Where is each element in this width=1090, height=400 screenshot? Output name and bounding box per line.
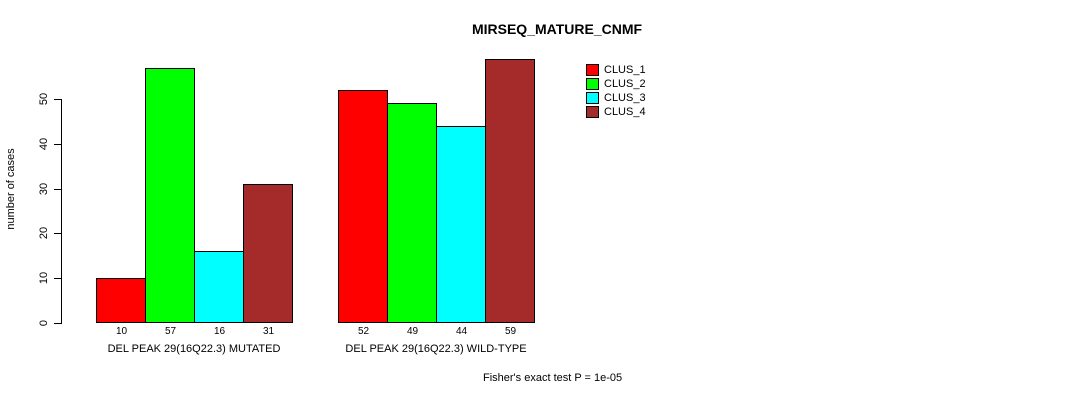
bar-clus_4-group1 — [243, 184, 293, 323]
bar-value-label: 31 — [262, 326, 275, 337]
legend-label: CLUS_1 — [604, 64, 646, 76]
bar-value-label: 49 — [406, 326, 419, 337]
y-axis-tick — [54, 99, 61, 100]
y-axis-tick-label: 50 — [38, 92, 50, 106]
bar-value-label: 44 — [455, 326, 468, 337]
y-axis-label: number of cases — [5, 148, 17, 230]
y-axis-tick — [54, 323, 61, 324]
bar-clus_1-group2 — [338, 90, 388, 323]
legend-label: CLUS_3 — [604, 92, 646, 104]
legend-label: CLUS_2 — [604, 78, 646, 90]
chart-title: MIRSEQ_MATURE_CNMF — [471, 21, 643, 37]
bar-clus_3-group1 — [194, 251, 244, 323]
legend-label: CLUS_4 — [604, 106, 646, 118]
legend-item-clus_1: CLUS_1 — [586, 63, 646, 77]
bar-clus_3-group2 — [436, 126, 486, 323]
bar-clus_2-group2 — [387, 103, 437, 323]
legend-swatch-clus_1 — [586, 64, 599, 76]
bar-value-label: 57 — [164, 326, 177, 337]
y-axis-tick — [54, 278, 61, 279]
legend-item-clus_3: CLUS_3 — [586, 91, 646, 105]
legend: CLUS_1 CLUS_2 CLUS_3 CLUS_4 — [586, 63, 646, 119]
y-axis-line — [61, 99, 62, 324]
y-axis-tick — [54, 189, 61, 190]
legend-item-clus_4: CLUS_4 — [586, 105, 646, 119]
y-axis-tick-label: 30 — [38, 182, 50, 196]
y-axis-tick-label: 40 — [38, 137, 50, 151]
bar-value-label: 10 — [115, 326, 128, 337]
legend-swatch-clus_3 — [586, 92, 599, 104]
bar-value-label: 59 — [504, 326, 517, 337]
bar-value-label: 16 — [213, 326, 226, 337]
annotation-text: Fisher's exact test P = 1e-05 — [483, 372, 623, 384]
bar-value-label: 52 — [357, 326, 370, 337]
bar-clus_4-group2 — [485, 59, 535, 323]
bar-clus_1-group1 — [96, 278, 146, 323]
y-axis-tick-label: 20 — [38, 226, 50, 240]
legend-item-clus_2: CLUS_2 — [586, 77, 646, 91]
legend-swatch-clus_4 — [586, 106, 599, 118]
y-axis-tick — [54, 144, 61, 145]
y-axis-tick-label: 0 — [38, 319, 50, 327]
legend-swatch-clus_2 — [586, 78, 599, 90]
y-axis-tick — [54, 233, 61, 234]
category-label: DEL PEAK 29(16Q22.3) WILD-TYPE — [345, 343, 527, 355]
bar-clus_2-group1 — [145, 68, 195, 323]
y-axis-tick-label: 10 — [38, 271, 50, 285]
category-label: DEL PEAK 29(16Q22.3) MUTATED — [107, 343, 281, 355]
